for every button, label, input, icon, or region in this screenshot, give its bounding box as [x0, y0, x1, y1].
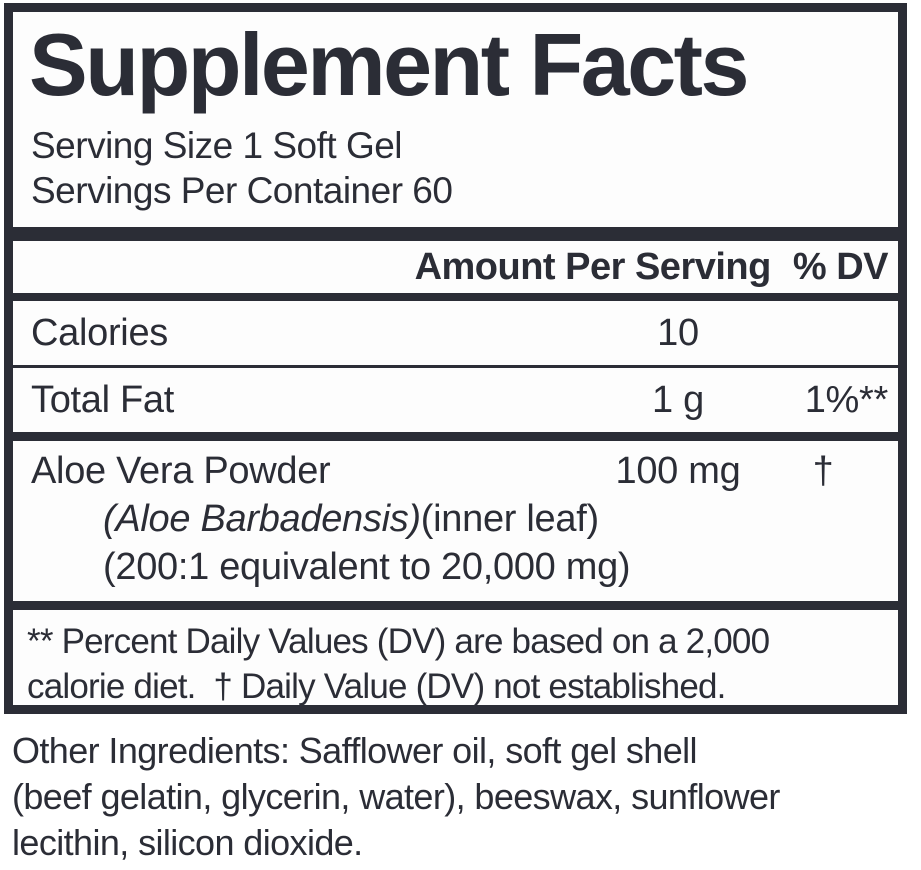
serving-info: Serving Size 1 Soft Gel Servings Per Con…	[31, 124, 898, 213]
calories-amount: 10	[657, 312, 699, 355]
aloe-vera-main-line: Aloe Vera Powder 100 mg †	[31, 447, 888, 495]
other-ingredients: Other Ingredients: Safflower oil, soft g…	[12, 728, 912, 866]
footnote-line-1: ** Percent Daily Values (DV) are based o…	[27, 622, 770, 662]
divider-medium-1	[13, 293, 898, 302]
aloe-vera-inner-leaf: (inner leaf)	[420, 498, 599, 541]
other-ingredients-line-3: lecithin, silicon dioxide.	[12, 822, 363, 864]
total-fat-dv: 1%**	[804, 379, 889, 422]
servings-per-container-text: Servings Per Container 60	[31, 169, 453, 211]
aloe-vera-label: Aloe Vera Powder	[31, 450, 331, 493]
supplement-facts-panel: Supplement Facts Serving Size 1 Soft Gel…	[4, 3, 907, 714]
aloe-vera-dv-dagger: †	[812, 450, 834, 493]
other-ingredients-line-1: Other Ingredients: Safflower oil, soft g…	[12, 730, 698, 771]
aloe-vera-amount: 100 mg	[615, 450, 741, 493]
total-fat-label: Total Fat	[31, 379, 175, 422]
percent-dv-header: % DV	[792, 245, 889, 288]
table-row-calories: Calories 10	[13, 301, 898, 365]
total-fat-amount: 1 g	[652, 379, 704, 422]
other-ingredients-line-2: (beef gelatin, glycerin, water), beeswax…	[12, 776, 780, 818]
aloe-vera-equivalence-line: (200:1 equivalent to 20,000 mg)	[103, 546, 631, 589]
amount-per-serving-header: Amount Per Serving	[414, 245, 772, 288]
divider-thick-top	[13, 227, 898, 242]
panel-title: Supplement Facts	[29, 15, 749, 114]
aloe-vera-botanical-name: (Aloe Barbadensis)	[103, 498, 421, 541]
footnote: ** Percent Daily Values (DV) are based o…	[13, 610, 898, 710]
table-row-total-fat: Total Fat 1 g 1%**	[13, 368, 898, 432]
table-row-aloe-vera: Aloe Vera Powder 100 mg † (Aloe Barbaden…	[13, 441, 898, 601]
divider-medium-3	[13, 601, 898, 611]
divider-thin	[13, 365, 898, 369]
serving-size-text: Serving Size 1 Soft Gel	[31, 125, 403, 167]
column-header-row: Amount Per Serving % DV	[13, 241, 898, 293]
footnote-line-2: calorie diet. † Daily Value (DV) not est…	[27, 666, 726, 706]
calories-label: Calories	[31, 312, 168, 355]
divider-medium-2	[13, 432, 898, 442]
aloe-vera-botanical-line: (Aloe Barbadensis)(inner leaf)	[31, 495, 888, 543]
